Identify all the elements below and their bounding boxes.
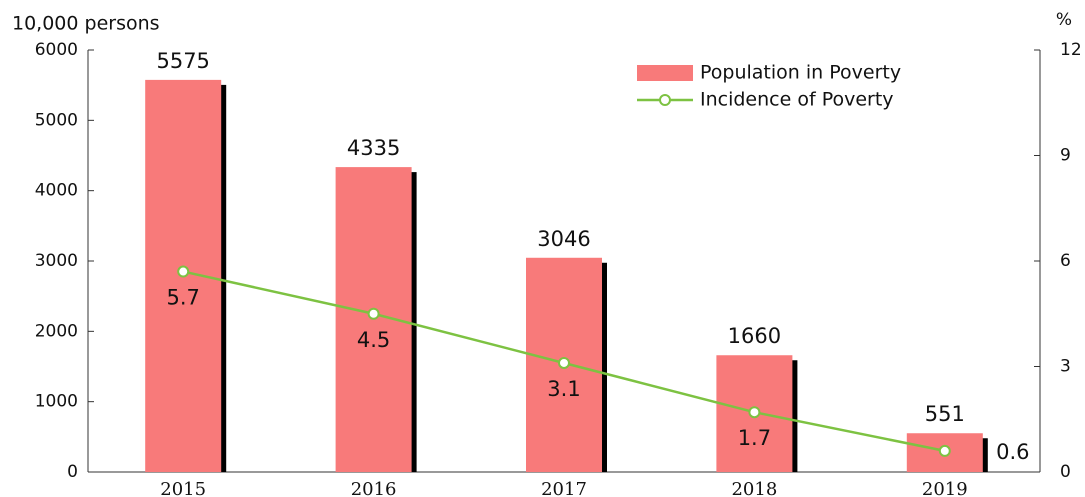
line-value-label: 4.5	[357, 328, 390, 352]
legend-swatch	[659, 94, 671, 106]
line-value-label: 0.6	[996, 440, 1029, 464]
x-tick-label: 2015	[160, 479, 206, 497]
y2-tick-label: 6	[1060, 251, 1071, 271]
y2-tick-label: 9	[1060, 146, 1071, 166]
bar-value-label: 5575	[156, 49, 209, 73]
x-tick-label: 2016	[351, 479, 397, 497]
bar-value-label: 1660	[728, 324, 781, 348]
y2-axis-label: %	[1056, 10, 1072, 30]
y-tick-label: 4000	[35, 181, 78, 201]
y-tick-label: 1000	[35, 392, 78, 412]
line-value-label: 3.1	[547, 377, 580, 401]
line-marker	[938, 444, 951, 457]
x-tick-label: 2018	[731, 479, 777, 497]
y-tick-label: 2000	[35, 321, 78, 341]
y-tick-label: 6000	[35, 40, 78, 60]
line-value-label: 1.7	[738, 426, 771, 450]
x-tick-label: 2019	[922, 479, 968, 497]
y-tick-label: 0	[67, 462, 78, 482]
bar-value-label: 551	[925, 402, 965, 426]
line-marker	[177, 265, 190, 278]
y-axis-label: 10,000 persons	[12, 13, 160, 35]
y2-tick-label: 3	[1060, 357, 1071, 377]
line-marker	[558, 356, 570, 369]
y2-tick-label: 12	[1060, 40, 1082, 60]
y2-tick-label: 0	[1060, 462, 1071, 482]
line-marker	[367, 307, 380, 320]
x-tick-label: 2017	[541, 479, 587, 497]
bar-value-label: 3046	[537, 227, 590, 251]
legend-label: Incidence of Poverty	[700, 89, 894, 111]
legend-swatch	[637, 65, 693, 81]
line-marker	[748, 406, 761, 419]
line-value-label: 5.7	[166, 286, 199, 310]
bar-value-label: 4335	[347, 136, 400, 160]
y-tick-label: 5000	[35, 110, 78, 130]
y-tick-label: 3000	[35, 251, 78, 271]
legend-label: Population in Poverty	[700, 62, 901, 84]
